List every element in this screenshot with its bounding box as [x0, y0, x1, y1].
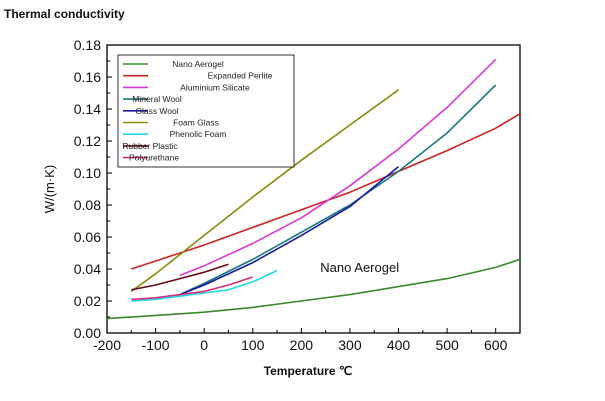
- series-lines: [106, 58, 521, 320]
- annotation-nano-aerogel: Nano Aerogel: [320, 260, 399, 275]
- y-axis-title: W/(m·K): [42, 165, 57, 213]
- series-line-mineral-wool: [179, 84, 497, 296]
- x-tick-label: -200: [93, 337, 121, 353]
- y-tick-label: 0.16: [74, 69, 101, 85]
- y-tick-label: 0.12: [74, 133, 101, 149]
- series-line-nano-aerogel: [106, 258, 521, 320]
- series-line-polyurethane: [131, 276, 254, 301]
- x-tick-label: 200: [290, 337, 314, 353]
- x-tick-label: -100: [142, 337, 170, 353]
- x-tick-label: 0: [200, 337, 208, 353]
- series-line-foam-glass: [130, 89, 399, 293]
- legend-label-mineral-wool: Mineral Wool: [132, 94, 182, 104]
- x-tick-label: 500: [435, 337, 459, 353]
- legend-label-phenolic-foam: Phenolic Foam: [170, 129, 227, 139]
- y-tick-label: 0.06: [74, 229, 101, 245]
- page-title: Thermal conductivity: [4, 7, 125, 21]
- x-axis-title: Temperature ℃: [264, 364, 353, 378]
- y-tick-label: 0.10: [74, 165, 101, 181]
- legend-label-nano-aerogel: Nano Aerogel: [172, 59, 224, 69]
- legend-label-expanded-perlite: Expanded Perlite: [208, 71, 273, 81]
- x-tick-label: 300: [338, 337, 362, 353]
- x-tick-label: 600: [484, 337, 508, 353]
- y-tick-label: 0.14: [74, 101, 101, 117]
- y-tick-label: 0.08: [74, 197, 101, 213]
- y-tick-label: 0.18: [74, 37, 101, 53]
- series-line-rubber-plastic: [131, 263, 229, 291]
- y-tick-label: 0.00: [74, 325, 101, 341]
- y-tick-label: 0.04: [74, 261, 101, 277]
- y-tick-label: 0.02: [74, 293, 101, 309]
- series-line-phenolic-foam: [131, 269, 278, 302]
- legend-label-foam-glass: Foam Glass: [173, 118, 219, 128]
- x-tick-label: 100: [241, 337, 265, 353]
- legend-label-polyurethane: Polyurethane: [129, 153, 179, 163]
- series-line-glass-wool: [179, 165, 400, 296]
- legend-label-glass-wool: Glass Wool: [135, 106, 178, 116]
- legend-label-rubber-plastic: Rubber Plastic: [122, 141, 178, 151]
- x-tick-label: 400: [387, 337, 411, 353]
- axis-ticks: -200 -100 0 100 200 300 400 500 600 0.00 0.02 0.04 0…: [74, 37, 508, 353]
- legend-label-aluminium-silicate: Aluminium Silicate: [180, 82, 250, 92]
- series-line-aluminium-silicate: [179, 58, 497, 277]
